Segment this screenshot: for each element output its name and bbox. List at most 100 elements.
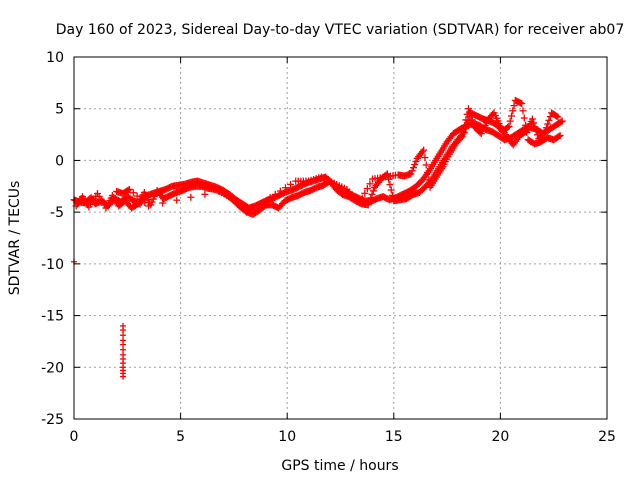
data-point: [555, 132, 563, 140]
x-tick-label: 15: [385, 429, 403, 445]
x-tick-label: 0: [70, 429, 79, 445]
data-point: [522, 121, 530, 129]
axis-ticks: [73, 56, 608, 420]
data-point: [557, 118, 565, 126]
x-axis-label: GPS time / hours: [281, 458, 398, 474]
data-point: [510, 102, 518, 110]
y-tick-label: 10: [46, 50, 64, 66]
data-point: [125, 185, 133, 193]
data-point: [367, 194, 375, 202]
data-point: [120, 373, 127, 380]
data-point: [425, 176, 433, 184]
data-point: [363, 185, 371, 193]
data-point: [457, 134, 465, 142]
data-point: [554, 113, 562, 121]
data-point: [520, 114, 528, 122]
plot-frame: [73, 56, 608, 420]
x-tick-label: 25: [598, 429, 616, 445]
data-point: [369, 187, 377, 195]
data-point: [365, 197, 373, 205]
data-point: [556, 132, 564, 140]
data-point: [558, 117, 566, 125]
data-point: [159, 199, 167, 207]
data-point: [460, 129, 468, 137]
y-tick-label: -25: [41, 412, 64, 428]
data-point: [542, 124, 550, 132]
data-point: [532, 127, 540, 135]
chart-title: Day 160 of 2023, Sidereal Day-to-day VTE…: [56, 22, 625, 38]
data-point: [120, 332, 127, 339]
data-point: [187, 193, 195, 201]
data-point: [418, 148, 426, 156]
data-point: [528, 115, 536, 123]
data-point: [368, 190, 376, 198]
data-point: [421, 154, 429, 162]
y-tick-label: -10: [41, 257, 64, 273]
data-point: [386, 181, 394, 189]
data-point: [173, 196, 181, 204]
data-point: [389, 191, 397, 199]
data-point: [361, 189, 369, 197]
data-point: [467, 112, 475, 120]
data-point: [462, 116, 470, 124]
data-point: [506, 117, 514, 125]
data-point: [145, 202, 153, 210]
x-tick-label: 10: [278, 429, 296, 445]
data-point: [412, 157, 420, 165]
y-tick-label: -5: [50, 205, 64, 221]
data-point: [470, 120, 478, 128]
data-point: [509, 107, 517, 115]
data-point: [287, 180, 295, 188]
data-points: [70, 96, 566, 380]
data-point: [504, 123, 512, 131]
data-point: [505, 122, 513, 130]
data-point: [129, 189, 137, 197]
data-point: [408, 167, 416, 175]
grid-lines: [74, 57, 607, 419]
y-tick-label: 0: [55, 153, 64, 169]
x-tick-label: 20: [491, 429, 509, 445]
data-point: [141, 199, 149, 207]
data-point: [356, 199, 364, 207]
y-tick-label: -20: [41, 360, 64, 376]
data-point: [468, 116, 476, 124]
data-point: [545, 116, 553, 124]
data-point: [409, 164, 417, 172]
data-point: [201, 190, 209, 198]
data-point: [541, 127, 549, 135]
data-point: [387, 186, 395, 194]
data-point: [544, 120, 552, 128]
data-point: [266, 194, 274, 202]
data-point: [120, 327, 127, 334]
data-point: [422, 161, 430, 169]
data-point: [531, 123, 539, 131]
x-tick-labels: 0 5 10 15 20 25: [70, 429, 616, 445]
y-tick-label: 5: [55, 102, 64, 118]
data-point: [553, 112, 561, 120]
y-tick-label: -15: [41, 309, 64, 325]
data-point: [124, 186, 132, 194]
data-point: [530, 119, 538, 127]
data-point: [458, 133, 466, 141]
data-point: [276, 187, 284, 195]
data-point: [464, 105, 472, 113]
data-point: [120, 341, 127, 348]
data-point: [407, 170, 415, 178]
y-tick-labels: -25 -20 -15 -10 -5 0 5 10: [41, 50, 64, 428]
data-point: [459, 127, 467, 135]
data-point: [461, 121, 469, 129]
data-point: [358, 194, 366, 202]
data-point: [518, 100, 526, 108]
data-point: [507, 112, 515, 120]
y-axis-label: SDTVAR / TECUs: [7, 181, 23, 296]
data-point: [364, 201, 372, 209]
data-point: [137, 195, 145, 203]
data-point: [466, 108, 474, 116]
data-point: [366, 180, 374, 188]
data-point: [411, 161, 419, 169]
data-point: [271, 190, 279, 198]
data-point: [420, 146, 428, 154]
data-point: [120, 346, 127, 353]
